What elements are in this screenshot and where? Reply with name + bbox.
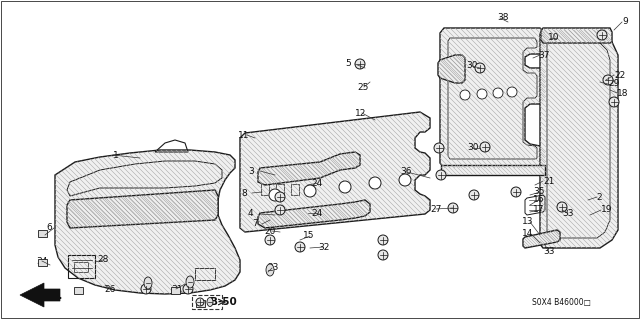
Text: 4: 4 [248, 210, 253, 219]
Circle shape [597, 30, 607, 40]
Text: 21: 21 [543, 176, 554, 186]
Circle shape [469, 190, 479, 200]
Text: 7: 7 [252, 219, 258, 228]
Polygon shape [438, 55, 465, 83]
Text: 11: 11 [238, 130, 250, 139]
Text: 33: 33 [543, 248, 554, 256]
Polygon shape [20, 283, 60, 307]
Polygon shape [523, 230, 560, 248]
Text: 19: 19 [601, 205, 612, 214]
Bar [38, 230, 47, 237]
Text: 33: 33 [562, 209, 573, 218]
Text: FR.: FR. [43, 291, 62, 301]
Text: 32: 32 [318, 242, 330, 251]
Text: 29: 29 [608, 79, 620, 88]
Circle shape [436, 170, 446, 180]
Text: 17: 17 [533, 205, 545, 214]
Circle shape [378, 235, 388, 245]
Circle shape [304, 185, 316, 197]
Text: 6: 6 [46, 224, 52, 233]
Text: 35: 35 [533, 188, 545, 197]
Text: 10: 10 [548, 33, 559, 42]
Text: 12: 12 [355, 108, 366, 117]
Circle shape [603, 75, 613, 85]
Ellipse shape [207, 298, 213, 307]
Circle shape [275, 192, 285, 202]
Polygon shape [258, 152, 360, 185]
Circle shape [493, 88, 503, 98]
Circle shape [448, 203, 458, 213]
Text: 22: 22 [614, 70, 625, 79]
Circle shape [434, 143, 444, 153]
Bar [74, 287, 83, 294]
Text: 24: 24 [311, 209, 323, 218]
Polygon shape [541, 28, 612, 43]
Text: 23: 23 [267, 263, 278, 272]
Polygon shape [440, 28, 545, 168]
Text: 8: 8 [241, 189, 247, 197]
Circle shape [369, 177, 381, 189]
Text: 14: 14 [522, 228, 533, 238]
Text: 30: 30 [466, 62, 477, 70]
Ellipse shape [266, 264, 274, 276]
Circle shape [480, 142, 490, 152]
Polygon shape [258, 200, 370, 228]
Ellipse shape [144, 277, 152, 289]
Polygon shape [240, 112, 430, 232]
Ellipse shape [186, 276, 194, 288]
Text: 25: 25 [357, 83, 369, 92]
Text: 20: 20 [264, 226, 275, 235]
Circle shape [507, 87, 517, 97]
Circle shape [511, 187, 521, 197]
Bar [38, 259, 47, 266]
Text: 15: 15 [303, 232, 314, 241]
Text: 31: 31 [171, 285, 182, 293]
Circle shape [399, 174, 411, 186]
Circle shape [265, 235, 275, 245]
Circle shape [475, 63, 485, 73]
Circle shape [183, 284, 193, 294]
Circle shape [141, 284, 151, 294]
Text: 28: 28 [97, 256, 108, 264]
Circle shape [460, 90, 470, 100]
Text: 1: 1 [113, 151, 119, 160]
Bar [196, 300, 205, 307]
Bar [171, 287, 180, 294]
Text: 16: 16 [533, 195, 545, 204]
Polygon shape [441, 165, 545, 175]
Text: 37: 37 [538, 50, 550, 60]
Text: 36: 36 [400, 167, 412, 176]
Circle shape [355, 59, 365, 69]
Text: B-50: B-50 [210, 297, 237, 307]
Circle shape [609, 97, 619, 107]
Polygon shape [67, 190, 218, 228]
Text: 5: 5 [345, 60, 351, 69]
Text: S0X4 B46000□: S0X4 B46000□ [532, 299, 591, 308]
Circle shape [269, 189, 281, 201]
Circle shape [196, 298, 204, 306]
Text: 13: 13 [522, 218, 534, 226]
Text: 3: 3 [248, 167, 253, 175]
Circle shape [339, 181, 351, 193]
Polygon shape [540, 30, 618, 248]
Text: 24: 24 [311, 179, 323, 188]
Text: 30: 30 [467, 144, 479, 152]
Circle shape [295, 242, 305, 252]
Text: 38: 38 [497, 13, 509, 23]
Text: 26: 26 [104, 285, 115, 293]
Text: 9: 9 [622, 18, 628, 26]
Text: 27: 27 [430, 204, 442, 213]
Circle shape [557, 202, 567, 212]
Circle shape [275, 205, 285, 215]
Circle shape [477, 89, 487, 99]
Circle shape [378, 250, 388, 260]
Text: 18: 18 [617, 88, 628, 98]
Text: 34: 34 [36, 256, 47, 265]
Text: 2: 2 [596, 192, 602, 202]
Polygon shape [55, 150, 240, 294]
